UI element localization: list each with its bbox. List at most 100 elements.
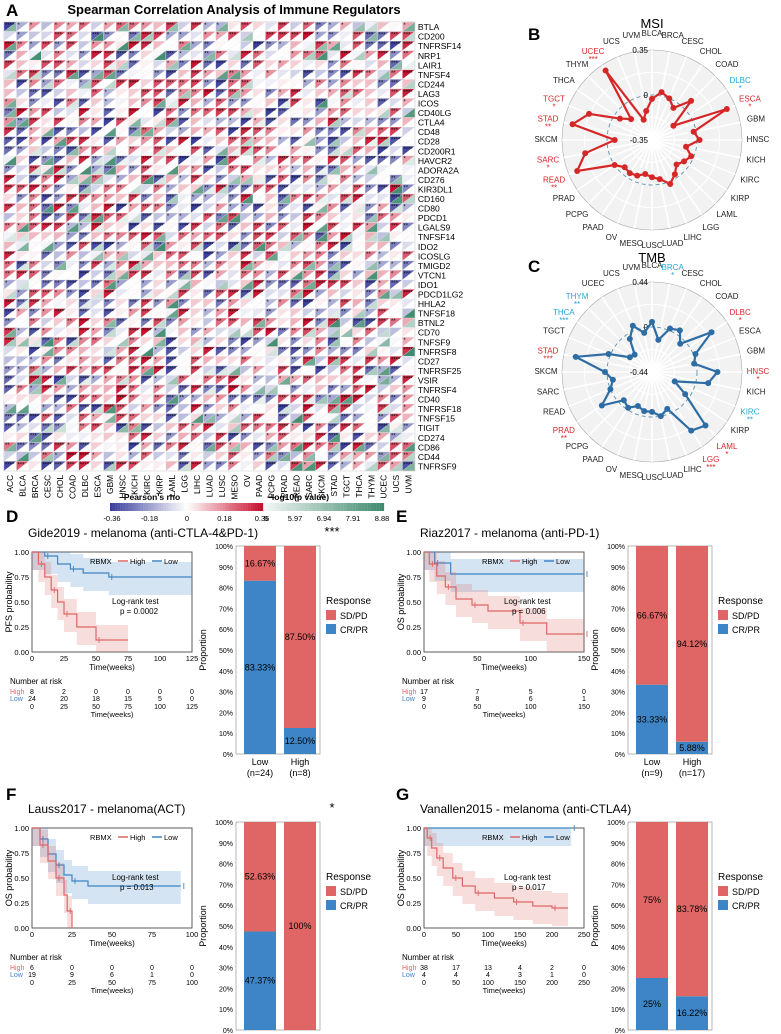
bar-label-sdpd: 52.63%: [245, 872, 276, 882]
heatmap-star: **: [167, 443, 172, 449]
heatmap-star: *: [329, 80, 332, 86]
heatmap-star: ****: [354, 443, 364, 449]
heatmap-star: ***: [204, 443, 212, 449]
heatmap-star: ***: [329, 271, 337, 277]
heatmap-star: **: [67, 33, 72, 39]
heatmap-star: ***: [304, 415, 312, 421]
bar-label-crpr: 33.33%: [637, 714, 668, 724]
km-legend-high: High: [522, 557, 537, 566]
heatmap-star: ***: [204, 214, 212, 220]
heatmap-star: **: [366, 300, 371, 306]
heatmap-star: ****: [30, 329, 40, 335]
risk-xtick: 25: [60, 704, 68, 711]
bar-ytick: 0%: [615, 752, 625, 759]
heatmap-star: ****: [5, 42, 15, 48]
km-legend-low: Low: [164, 557, 178, 566]
bar-legend-sdpd-swatch: [326, 886, 336, 896]
heatmap-star: **: [279, 214, 284, 220]
radar-axis-label: PCPG: [566, 442, 589, 451]
heatmap-star: ****: [80, 109, 90, 115]
legend-p-swatch: [340, 503, 344, 511]
heatmap-star: **: [291, 329, 296, 335]
heatmap-star: **: [229, 338, 234, 344]
radar-point: [641, 329, 648, 336]
bar-ytick: 0%: [223, 752, 233, 759]
radar-point: [714, 369, 721, 375]
heatmap-star: ***: [80, 300, 88, 306]
heatmap-star: ****: [42, 462, 52, 468]
heatmap-star: **: [55, 147, 60, 153]
heatmap-gene-label: CD274: [418, 433, 445, 443]
heatmap-star: ***: [403, 195, 411, 201]
risk-low-count: 6: [529, 696, 533, 703]
bar-ytick: 70%: [219, 606, 233, 613]
heatmap-star: ****: [5, 310, 15, 316]
legend-rho-swatch: [237, 503, 241, 511]
heatmap-star: **: [30, 204, 35, 210]
radar-axis-label: GBM: [747, 346, 766, 355]
heatmap-star: ****: [142, 357, 152, 363]
radar-point: [616, 115, 623, 122]
heatmap-star: ***: [229, 319, 237, 325]
heatmap-gene-label: TMIGD2: [418, 261, 451, 271]
heatmap-star: ****: [80, 329, 90, 335]
legend-rho-swatch: [206, 503, 210, 511]
radar-axis-label: KICH: [746, 388, 765, 397]
heatmap-star: ***: [254, 395, 262, 401]
heatmap-star: ***: [105, 271, 113, 277]
heatmap-star: ***: [5, 329, 13, 335]
heatmap-star: ****: [403, 42, 413, 48]
legend-p-swatch: [357, 503, 361, 511]
radar-point: [656, 176, 663, 183]
radar-axis-label: CESC: [681, 37, 703, 46]
risk-low-count: 19: [28, 972, 36, 979]
heatmap-star: ****: [130, 109, 140, 115]
heatmap-star: **: [92, 176, 97, 182]
heatmap-star: **: [391, 119, 396, 125]
radar-axis-label: DLBC *: [729, 308, 751, 325]
heatmap-star: **: [130, 338, 135, 344]
heatmap-star: ***: [92, 80, 100, 86]
heatmap-star: **: [341, 176, 346, 182]
radar-axis-label: STAD ***: [538, 346, 559, 363]
heatmap-star: **: [179, 42, 184, 48]
legend-rho-title: Pearson's rho: [124, 492, 180, 502]
km-xtick: 125: [186, 654, 199, 663]
radar-point: [649, 174, 655, 181]
heatmap-star: **: [204, 376, 209, 382]
risk-xtick: 25: [68, 980, 76, 987]
heatmap-star: ***: [130, 61, 138, 67]
heatmap-star: ***: [391, 80, 399, 86]
heatmap-star: **: [341, 367, 346, 373]
radar-point: [655, 336, 662, 343]
heatmap-star: **: [55, 214, 60, 220]
heatmap-star: **: [130, 147, 135, 153]
heatmap-star: *: [179, 52, 182, 58]
heatmap-gene-label: NRP1: [418, 51, 441, 61]
heatmap-star: ****: [42, 214, 52, 220]
heatmap-star: ****: [105, 119, 115, 125]
heatmap-star: ***: [42, 271, 50, 277]
heatmap-star: **: [5, 166, 10, 172]
radar-point: [671, 171, 678, 178]
radar-axis-label: KIRC **: [740, 408, 759, 425]
heatmap-star: **: [291, 395, 296, 401]
heatmap-title: Spearman Correlation Analysis of Immune …: [67, 2, 400, 17]
heatmap-star: ****: [130, 262, 140, 268]
radar-axis-label: UVM: [622, 263, 640, 272]
heatmap-star: ***: [17, 300, 25, 306]
heatmap-star: **: [379, 395, 384, 401]
heatmap-star: **: [266, 453, 271, 459]
legend-rho-swatch: [176, 503, 179, 511]
legend-rho-swatch: [110, 503, 113, 511]
heatmap-star: **: [391, 243, 396, 249]
legend-p-swatch: [374, 503, 377, 511]
legend-rho-swatch: [186, 503, 190, 511]
heatmap-star: **: [192, 109, 197, 115]
radar-axis-label: READ **: [543, 176, 565, 193]
heatmap-star: **: [391, 434, 396, 440]
heatmap-star: ****: [229, 376, 239, 382]
heatmap-star: **: [254, 185, 259, 191]
heatmap-star: ***: [142, 166, 150, 172]
heatmap-star: ****: [92, 128, 102, 134]
